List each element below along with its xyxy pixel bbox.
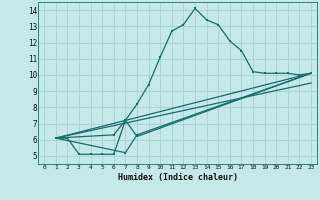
X-axis label: Humidex (Indice chaleur): Humidex (Indice chaleur)	[118, 173, 238, 182]
